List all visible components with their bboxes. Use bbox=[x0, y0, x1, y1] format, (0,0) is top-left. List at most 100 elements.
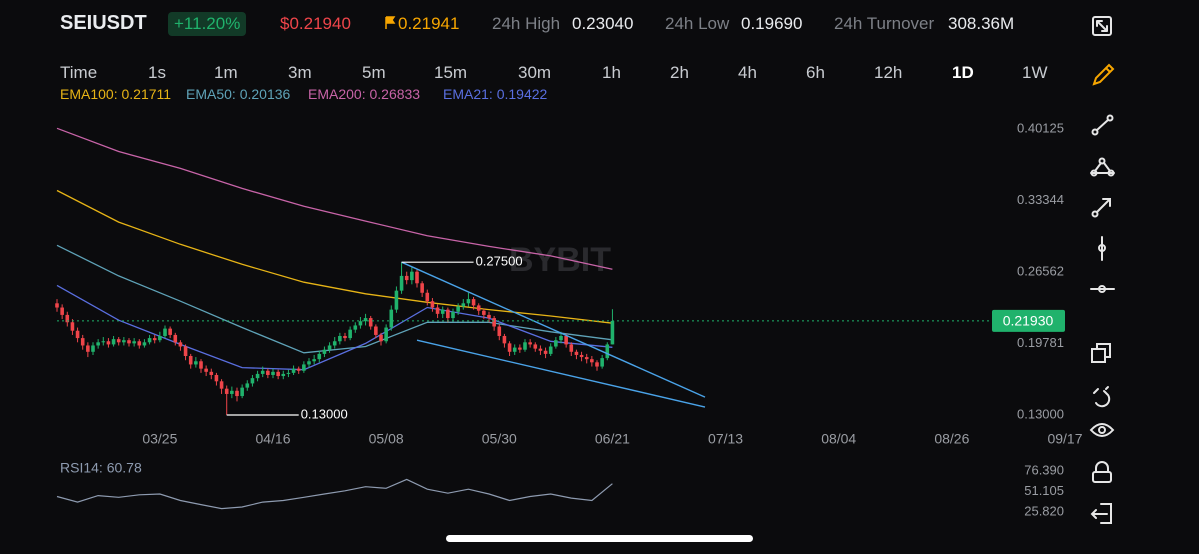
lock-icon[interactable] bbox=[1092, 461, 1112, 483]
candle-body bbox=[142, 342, 147, 346]
candle-body bbox=[600, 358, 604, 367]
y-tick-label: 0.19781 bbox=[1017, 335, 1064, 350]
candle-body bbox=[363, 318, 368, 322]
candle-body bbox=[199, 361, 203, 369]
candle-body bbox=[137, 341, 142, 346]
expand-icon[interactable] bbox=[1092, 16, 1112, 36]
candle-body bbox=[358, 321, 363, 326]
stat-value: 0.23040 bbox=[572, 14, 634, 33]
horizontal-line-tool[interactable] bbox=[1090, 285, 1115, 293]
timeframe[interactable]: 30m bbox=[518, 63, 552, 82]
candle-body bbox=[415, 271, 419, 284]
candle-body bbox=[230, 390, 234, 394]
candle-body bbox=[60, 307, 64, 315]
exit-icon[interactable] bbox=[1090, 503, 1112, 524]
candle-body bbox=[410, 271, 414, 281]
timeframe[interactable]: 1D bbox=[952, 63, 974, 82]
candle-body bbox=[111, 339, 116, 345]
candle-body bbox=[286, 372, 291, 374]
annotation-label: 0.13000 bbox=[301, 406, 348, 421]
stat-label: 24h High bbox=[492, 14, 561, 33]
timeframe[interactable]: 1h bbox=[602, 63, 621, 82]
timeframe[interactable]: 4h bbox=[738, 63, 757, 82]
candle-body bbox=[96, 342, 100, 346]
candle-body bbox=[302, 364, 306, 371]
y-tick-label: 25.820 bbox=[1024, 503, 1064, 518]
candle-body bbox=[291, 368, 296, 373]
candle-body bbox=[106, 341, 111, 345]
candle-body bbox=[512, 347, 517, 352]
candle-body bbox=[584, 357, 589, 360]
ema-line bbox=[56, 127, 613, 270]
candle-body bbox=[168, 328, 172, 335]
pencil-icon[interactable] bbox=[1092, 63, 1115, 86]
timeframe[interactable]: 1s bbox=[148, 63, 166, 82]
symbol[interactable]: SEIUSDT bbox=[60, 12, 147, 34]
candle-body bbox=[507, 343, 512, 352]
candle-body bbox=[219, 381, 224, 389]
magnet-icon[interactable] bbox=[1093, 386, 1111, 408]
rsi-line bbox=[56, 478, 613, 510]
candle-body bbox=[471, 299, 476, 306]
candle-body bbox=[590, 359, 594, 363]
timeframe[interactable]: 1m bbox=[214, 63, 238, 82]
y-tick-label: 76.390 bbox=[1024, 462, 1064, 477]
candle-body bbox=[266, 370, 270, 375]
candle-body bbox=[101, 341, 106, 343]
candle-body bbox=[250, 378, 255, 384]
timeframe[interactable]: 12h bbox=[874, 63, 903, 82]
candle-body bbox=[595, 362, 599, 367]
candle-body bbox=[276, 371, 280, 377]
timeframe[interactable]: 2h bbox=[670, 63, 689, 82]
candle-body bbox=[343, 335, 347, 339]
candle-body bbox=[492, 318, 496, 327]
layers-icon[interactable] bbox=[1091, 343, 1111, 363]
x-tick-label: 07/13 bbox=[708, 431, 743, 447]
candle-body bbox=[296, 368, 301, 371]
candle-body bbox=[605, 344, 610, 359]
candle-body bbox=[353, 325, 358, 330]
timeframe[interactable]: 5m bbox=[362, 63, 386, 82]
candle-body bbox=[461, 303, 466, 307]
ema-line bbox=[56, 244, 613, 354]
candle-body bbox=[65, 314, 70, 323]
timeframe[interactable]: Time bbox=[60, 63, 98, 82]
candle-body bbox=[194, 361, 198, 365]
candle-body bbox=[430, 301, 435, 308]
timeframe[interactable]: 15m bbox=[434, 63, 468, 82]
last-price-label: 0.21930 bbox=[1003, 313, 1054, 329]
line-tool[interactable] bbox=[1091, 114, 1114, 136]
timeframe[interactable]: 1W bbox=[1022, 63, 1048, 82]
vertical-line-tool[interactable] bbox=[1098, 236, 1106, 261]
candle-body bbox=[338, 335, 342, 342]
eye-icon[interactable] bbox=[1089, 423, 1115, 437]
candle-body bbox=[281, 373, 286, 377]
candle-body bbox=[80, 338, 85, 346]
candle-body bbox=[127, 340, 131, 344]
candle-body bbox=[538, 348, 543, 351]
candle-body bbox=[147, 338, 152, 343]
candle-body bbox=[75, 330, 80, 339]
candle-body bbox=[569, 344, 574, 352]
candle-body bbox=[188, 356, 193, 365]
candle-body bbox=[224, 388, 229, 394]
x-tick-label: 05/08 bbox=[369, 431, 404, 447]
timeframe[interactable]: 6h bbox=[806, 63, 825, 82]
arrow-tool[interactable] bbox=[1091, 198, 1111, 218]
candle-body bbox=[497, 326, 502, 336]
stat-value: 0.19690 bbox=[741, 14, 803, 33]
candle-body bbox=[255, 373, 260, 379]
candle-body bbox=[610, 320, 615, 345]
candle-body bbox=[209, 371, 214, 375]
candle-body bbox=[86, 345, 90, 352]
last-price: $0.21940 bbox=[280, 14, 351, 33]
timeframe[interactable]: 3m bbox=[288, 63, 312, 82]
ema-line bbox=[56, 189, 613, 324]
candle-body bbox=[451, 311, 455, 319]
legend-entry: EMA21: 0.19422 bbox=[443, 86, 548, 102]
legend-entry: EMA200: 0.26833 bbox=[308, 86, 421, 102]
candle-body bbox=[487, 314, 491, 319]
candle-body bbox=[379, 334, 383, 342]
candle-body bbox=[116, 339, 121, 343]
path-tool[interactable] bbox=[1090, 157, 1115, 177]
